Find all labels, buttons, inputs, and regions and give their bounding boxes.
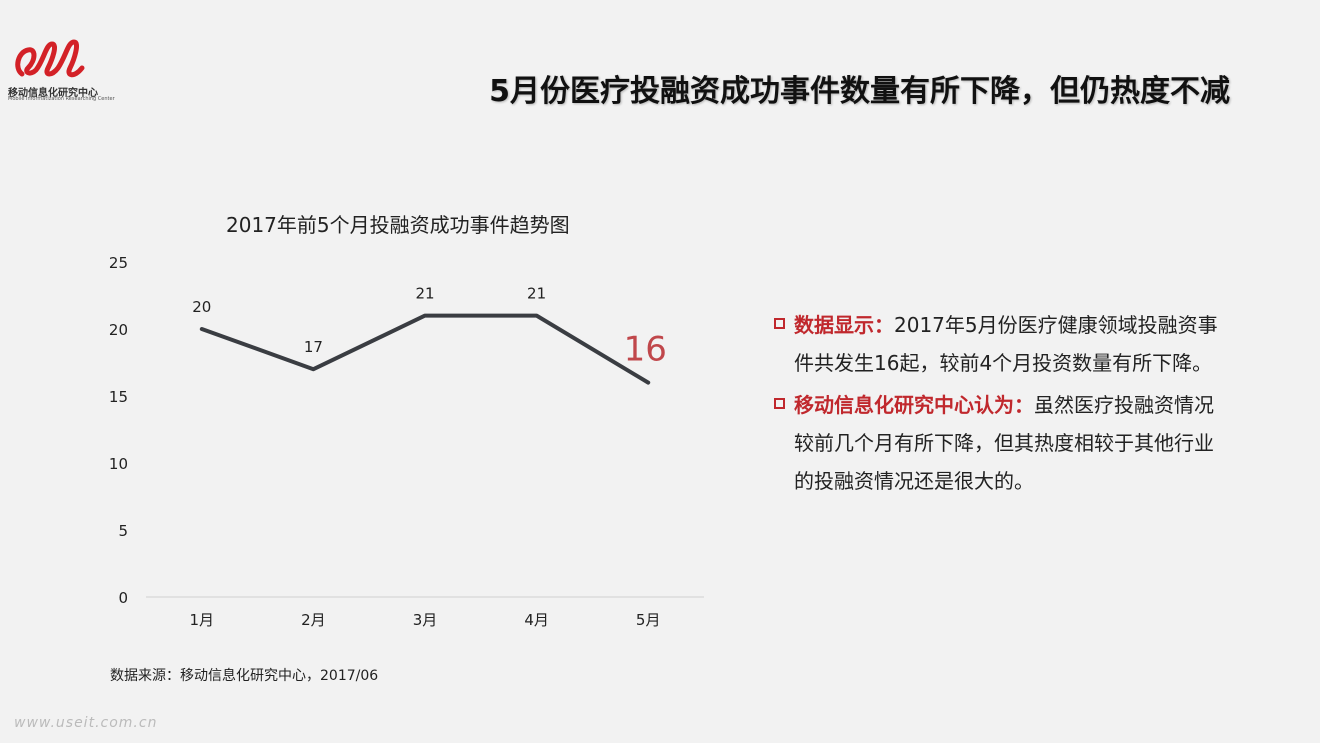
insight-item-opinion: 移动信息化研究中心认为：虽然医疗投融资情况较前几个月有所下降，但其热度相较于其他… — [772, 386, 1232, 500]
data-label: 17 — [304, 338, 323, 356]
data-label: 21 — [527, 285, 546, 303]
logo-text-en: Mobile Informatization Researching Cente… — [8, 96, 115, 102]
data-label: 20 — [192, 298, 211, 316]
insight-lead: 移动信息化研究中心认为： — [794, 393, 1034, 417]
square-bullet-icon — [774, 318, 785, 329]
series-line — [199, 313, 651, 385]
square-bullet-icon — [774, 398, 785, 409]
y-tick-label: 20 — [109, 321, 128, 339]
y-tick-label: 15 — [109, 388, 128, 406]
insight-item-data: 数据显示：2017年5月份医疗健康领域投融资事件共发生16起，较前4个月投资数量… — [772, 306, 1232, 382]
insight-lead: 数据显示： — [794, 313, 894, 337]
logo: 移动信息化研究中心 Mobile Informatization Researc… — [8, 38, 118, 108]
x-tick-label: 2月 — [301, 611, 326, 629]
page-title: 5月份医疗投融资成功事件数量有所下降，但仍热度不减 — [489, 74, 1230, 109]
logo-mark-icon — [15, 39, 85, 78]
line-chart: 0 5 10 15 20 25 1月 2月 3月 4月 5月 20 17 21 21 16 — [109, 254, 704, 629]
data-label-highlight: 16 — [624, 330, 667, 370]
y-tick-label: 5 — [118, 522, 128, 540]
data-source-note: 数据来源：移动信息化研究中心，2017/06 — [110, 668, 379, 684]
x-tick-label: 5月 — [636, 611, 661, 629]
insight-list: 数据显示：2017年5月份医疗健康领域投融资事件共发生16起，较前4个月投资数量… — [772, 306, 1232, 504]
x-tick-label: 4月 — [524, 611, 549, 629]
watermark: www.useit.com.cn — [14, 715, 158, 731]
data-label: 21 — [415, 285, 434, 303]
chart-title: 2017年前5个月投融资成功事件趋势图 — [226, 213, 570, 237]
logo-text-cn: 移动信息化研究中心 — [8, 88, 98, 99]
y-tick-label: 0 — [118, 589, 128, 607]
y-tick-label: 25 — [109, 254, 128, 272]
insight-text: 2017年5月份医疗健康领域投融资事件共发生16起，较前4个月投资数量有所下降。 — [794, 313, 1218, 375]
x-tick-label: 1月 — [190, 611, 215, 629]
y-tick-label: 10 — [109, 455, 128, 473]
x-tick-label: 3月 — [413, 611, 438, 629]
insight-text: 虽然医疗投融资情况较前几个月有所下降，但其热度相较于其他行业的投融资情况还是很大… — [794, 393, 1214, 493]
